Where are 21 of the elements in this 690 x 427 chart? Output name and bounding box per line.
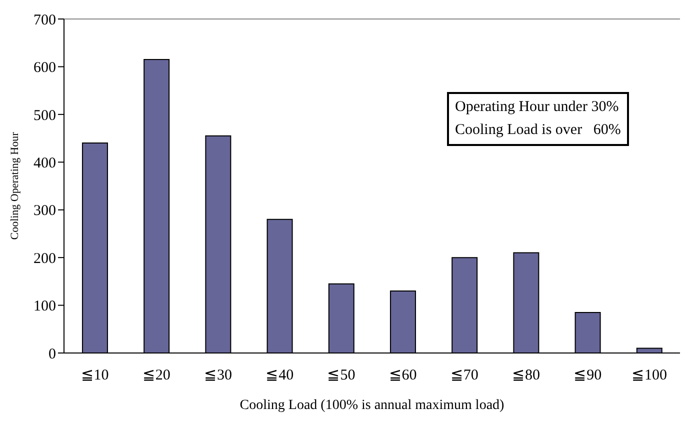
x-axis-title: Cooling Load (100% is annual maximum load) (240, 398, 505, 413)
y-tick-label: 200 (34, 250, 56, 267)
x-tick-label: ≦30 (204, 368, 232, 384)
y-tick-label: 600 (34, 60, 56, 76)
x-tick-label: ≦80 (512, 368, 540, 384)
x-tick-label: ≦50 (327, 368, 356, 384)
x-tick-label: ≦90 (574, 368, 602, 384)
x-tick-label: ≦70 (450, 368, 478, 384)
y-tick-label: 300 (34, 203, 56, 220)
y-tick-label: 500 (34, 108, 56, 124)
y-tick-label: 0 (48, 346, 56, 362)
x-tick-label: ≦40 (266, 368, 294, 384)
x-tick-label: ≦10 (80, 368, 109, 384)
annotation: Operating Hour under 30% Cooling Load is over 60% (447, 92, 629, 146)
x-tick-label: ≦20 (142, 368, 170, 384)
y-tick-label: 100 (34, 298, 56, 315)
y-tick-label: 700 (34, 12, 56, 28)
x-tick-label: ≦100 (631, 368, 667, 384)
x-tick-label: ≦60 (388, 368, 417, 384)
y-tick-label: 400 (34, 155, 56, 172)
y-axis-title: Cooling Operating Hour (8, 132, 21, 240)
